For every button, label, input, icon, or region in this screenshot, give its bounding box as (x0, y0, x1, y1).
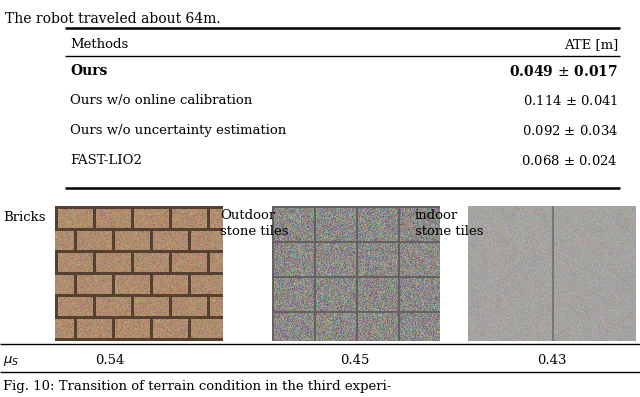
Text: $\mu_S$: $\mu_S$ (3, 354, 19, 368)
Text: 0.092 $\pm$ 0.034: 0.092 $\pm$ 0.034 (522, 124, 618, 138)
Text: indoor
stone tiles: indoor stone tiles (415, 209, 483, 238)
Text: 0.45: 0.45 (340, 354, 370, 367)
Text: 0.068 $\pm$ 0.024: 0.068 $\pm$ 0.024 (522, 154, 618, 168)
Text: Outdoor
stone tiles: Outdoor stone tiles (220, 209, 289, 238)
Text: Fig. 10: Transition of terrain condition in the third experi-: Fig. 10: Transition of terrain condition… (3, 380, 392, 393)
Text: Bricks: Bricks (3, 211, 45, 224)
Text: Methods: Methods (70, 38, 128, 51)
Text: 0.54: 0.54 (95, 354, 125, 367)
Text: Ours w/o uncertainty estimation: Ours w/o uncertainty estimation (70, 124, 286, 137)
Text: FAST-LIO2: FAST-LIO2 (70, 154, 142, 167)
Text: 0.049 $\pm$ 0.017: 0.049 $\pm$ 0.017 (509, 64, 618, 79)
Text: Ours: Ours (70, 64, 108, 78)
Text: 0.114 $\pm$ 0.041: 0.114 $\pm$ 0.041 (523, 94, 618, 108)
Text: The robot traveled about 64m.: The robot traveled about 64m. (5, 12, 221, 26)
Text: 0.43: 0.43 (537, 354, 567, 367)
Text: Ours w/o online calibration: Ours w/o online calibration (70, 94, 252, 107)
Text: ATE [m]: ATE [m] (564, 38, 618, 51)
